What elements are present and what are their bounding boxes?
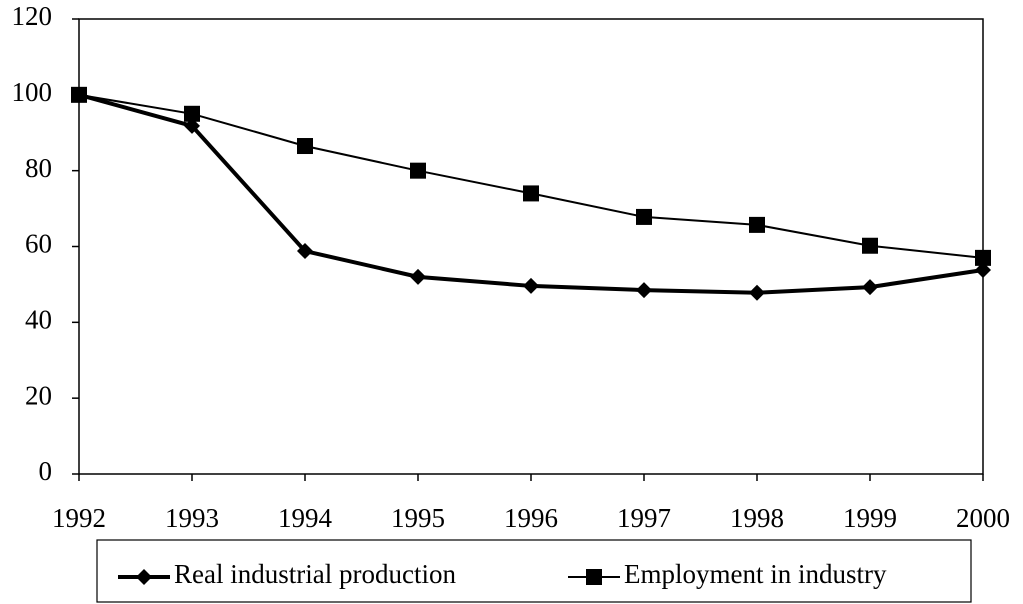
marker bbox=[136, 569, 152, 585]
marker bbox=[297, 243, 313, 260]
marker bbox=[975, 249, 991, 266]
y-tick-label: 0 bbox=[39, 456, 53, 486]
marker bbox=[862, 279, 878, 296]
legend-label: Employment in industry bbox=[624, 559, 887, 589]
x-tick-label: 1995 bbox=[391, 503, 445, 533]
x-tick-label: 2000 bbox=[956, 503, 1010, 533]
y-tick-label: 80 bbox=[25, 153, 52, 183]
y-tick-label: 120 bbox=[12, 1, 53, 31]
plot-frame bbox=[78, 18, 984, 475]
marker bbox=[297, 138, 313, 155]
series-line bbox=[78, 93, 984, 259]
marker bbox=[523, 185, 539, 202]
y-tick-label: 40 bbox=[25, 305, 52, 335]
marker bbox=[184, 105, 200, 122]
y-tick-label: 60 bbox=[25, 229, 52, 259]
marker bbox=[184, 117, 200, 134]
x-tick-label: 1998 bbox=[730, 503, 784, 533]
x-tick-label: 1996 bbox=[504, 503, 558, 533]
y-tick-label: 20 bbox=[25, 380, 52, 410]
x-tick-label: 1997 bbox=[617, 503, 671, 533]
x-tick-label: 1993 bbox=[165, 503, 219, 533]
marker bbox=[523, 277, 539, 294]
x-tick-label: 1994 bbox=[278, 503, 333, 533]
marker bbox=[636, 208, 652, 225]
marker bbox=[71, 86, 87, 103]
x-tick-label: 1999 bbox=[843, 503, 897, 533]
marker bbox=[862, 237, 878, 254]
marker bbox=[749, 216, 765, 233]
marker bbox=[586, 569, 602, 585]
marker bbox=[975, 262, 991, 279]
legend-box bbox=[96, 539, 972, 603]
legend-label: Real industrial production bbox=[174, 559, 456, 589]
marker bbox=[749, 284, 765, 301]
x-tick-label: 1992 bbox=[52, 503, 106, 533]
y-tick-label: 100 bbox=[12, 77, 53, 107]
marker bbox=[410, 162, 426, 179]
marker bbox=[636, 282, 652, 299]
marker bbox=[410, 268, 426, 285]
